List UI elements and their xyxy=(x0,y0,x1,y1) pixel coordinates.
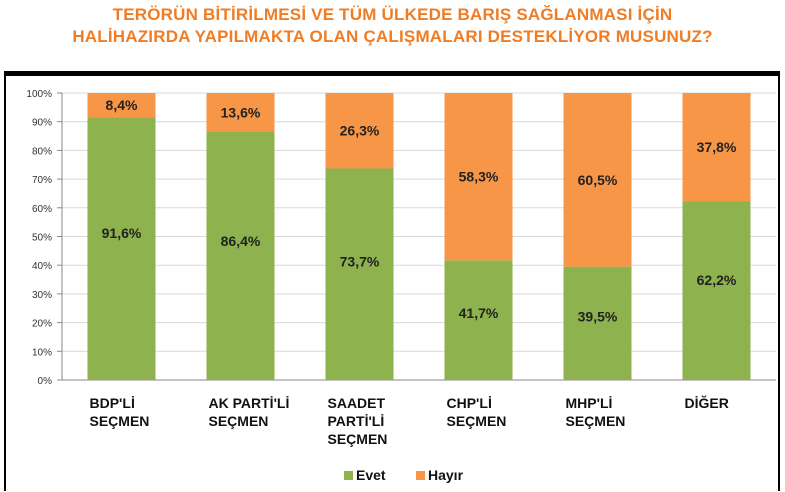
x-category-label: BDP'Lİ xyxy=(90,395,135,411)
data-label-hayir: 37,8% xyxy=(697,139,737,155)
y-tick-label: 90% xyxy=(32,118,52,129)
y-tick-label: 40% xyxy=(32,261,52,272)
data-label-hayir: 60,5% xyxy=(578,172,618,188)
bar-evet xyxy=(444,260,513,380)
y-tick-label: 100% xyxy=(26,89,52,100)
data-label-hayir: 8,4% xyxy=(106,97,138,113)
chart-title-line-2: HALİHAZIRDA YAPILMAKTA OLAN ÇALIŞMALARI … xyxy=(72,27,713,46)
chart-title-line-1: TERÖRÜN BİTİRİLMESİ VE TÜM ÜLKEDE BARIŞ … xyxy=(112,5,673,24)
legend-label-hayir: Hayır xyxy=(428,467,464,483)
bar-evet xyxy=(325,168,394,380)
legend-swatch-evet xyxy=(344,471,353,480)
bar-evet xyxy=(87,117,156,380)
bar-evet xyxy=(682,201,751,380)
bar-hayir xyxy=(325,93,394,169)
data-label-evet: 62,2% xyxy=(697,272,737,288)
x-category-label: SEÇMEN xyxy=(566,413,626,429)
legend-label-evet: Evet xyxy=(356,467,386,483)
y-tick-label: 50% xyxy=(32,233,52,244)
x-category-label: SEÇMEN xyxy=(447,413,507,429)
data-label-evet: 86,4% xyxy=(221,233,261,249)
x-category-label: SEÇMEN xyxy=(90,413,150,429)
x-category-label: SAADET xyxy=(328,395,386,411)
y-tick-label: 10% xyxy=(32,347,52,358)
bar-hayir xyxy=(206,93,275,133)
bar-hayir xyxy=(87,93,156,118)
data-label-hayir: 13,6% xyxy=(221,105,261,121)
bar-hayir xyxy=(444,93,513,261)
bar-hayir xyxy=(682,93,751,202)
legend-swatch-hayir xyxy=(416,471,425,480)
data-label-evet: 73,7% xyxy=(340,254,380,270)
y-tick-label: 80% xyxy=(32,146,52,157)
x-category-label: CHP'Lİ xyxy=(447,395,492,411)
chart-title: TERÖRÜN BİTİRİLMESİ VE TÜM ÜLKEDE BARIŞ … xyxy=(0,4,785,48)
x-category-label: SEÇMEN xyxy=(328,431,388,447)
x-category-label: DİĞER xyxy=(685,394,729,411)
y-tick-label: 30% xyxy=(32,290,52,301)
y-tick-label: 70% xyxy=(32,175,52,186)
y-tick-label: 60% xyxy=(32,204,52,215)
y-tick-label: 0% xyxy=(38,376,53,387)
chart-frame xyxy=(4,71,780,491)
x-category-label: MHP'Lİ xyxy=(566,395,613,411)
data-label-evet: 39,5% xyxy=(578,309,618,325)
x-category-label: SEÇMEN xyxy=(209,413,269,429)
y-tick-label: 20% xyxy=(32,319,52,330)
x-category-label: PARTİ'Lİ xyxy=(328,413,385,429)
bar-evet xyxy=(206,132,275,380)
data-label-evet: 91,6% xyxy=(102,225,142,241)
data-label-hayir: 26,3% xyxy=(340,123,380,139)
x-category-label: AK PARTİ'Lİ xyxy=(209,395,290,411)
bar-hayir xyxy=(563,93,632,267)
data-label-evet: 41,7% xyxy=(459,305,499,321)
bar-evet xyxy=(563,266,632,380)
data-label-hayir: 58,3% xyxy=(459,169,499,185)
